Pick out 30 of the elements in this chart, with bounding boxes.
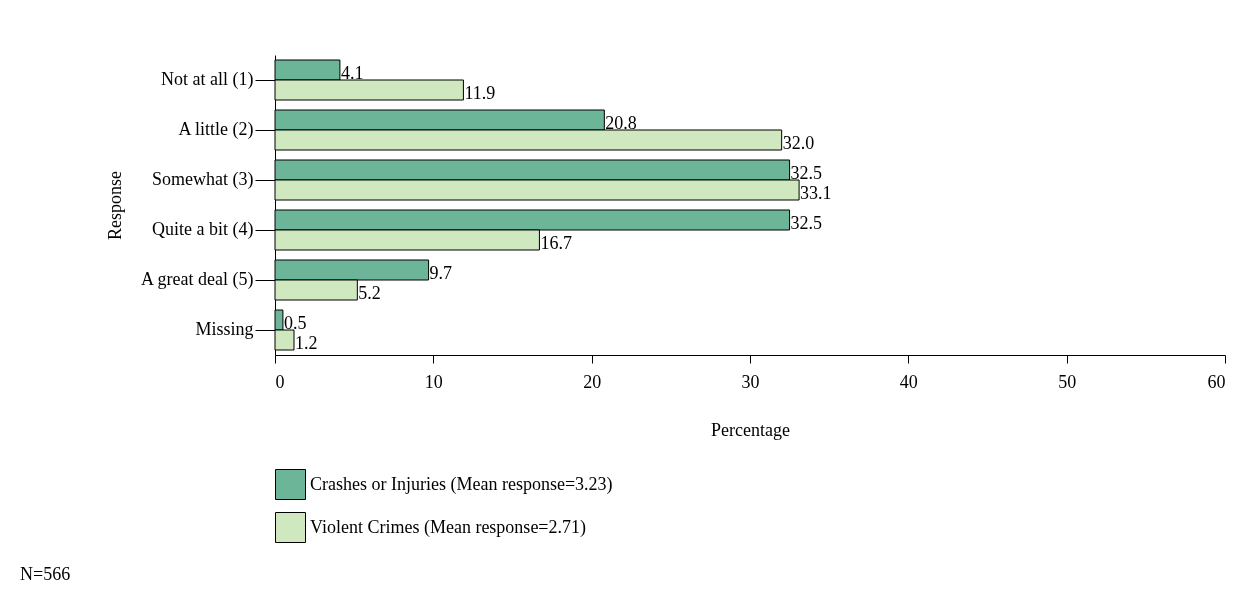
data-label: 11.9 [464,83,496,103]
data-label: 5.2 [358,283,381,303]
legend-label: Violent Crimes (Mean response=2.71) [310,516,587,538]
data-label: 32.5 [790,213,823,233]
data-label: 33.1 [800,183,832,203]
data-label: 4.1 [340,63,364,83]
x-tick-label: 20 [583,371,602,392]
data-label: 32.5 [790,163,823,183]
y-tick-label: Not at all (1) [161,69,254,90]
y-tick-label: Missing [195,319,254,339]
x-tick-label: 40 [899,371,918,392]
x-tick-label: 60 [1207,371,1226,392]
y-tick-label: Quite a bit (4) [152,219,254,240]
data-label: 0.5 [283,313,307,333]
y-tick-label: A great deal (5) [141,269,254,290]
x-tick-label: 30 [741,371,760,392]
data-label: 16.7 [540,233,572,253]
y-tick-label: Somewhat (3) [152,169,254,190]
y-axis-title: Response [105,171,126,240]
x-axis-title: Percentage [711,419,790,440]
data-label: 9.7 [429,263,453,283]
x-tick-label: 10 [424,371,443,392]
x-tick-label: 0 [275,371,285,392]
data-label: 32.0 [782,133,815,153]
data-label: 1.2 [295,333,318,353]
y-tick-label: A little (2) [178,119,254,140]
x-tick-label: 50 [1058,371,1077,392]
legend-label: Crashes or Injuries (Mean response=3.23) [310,473,613,495]
text: N=566 [20,564,71,584]
data-label: 20.8 [605,113,637,133]
